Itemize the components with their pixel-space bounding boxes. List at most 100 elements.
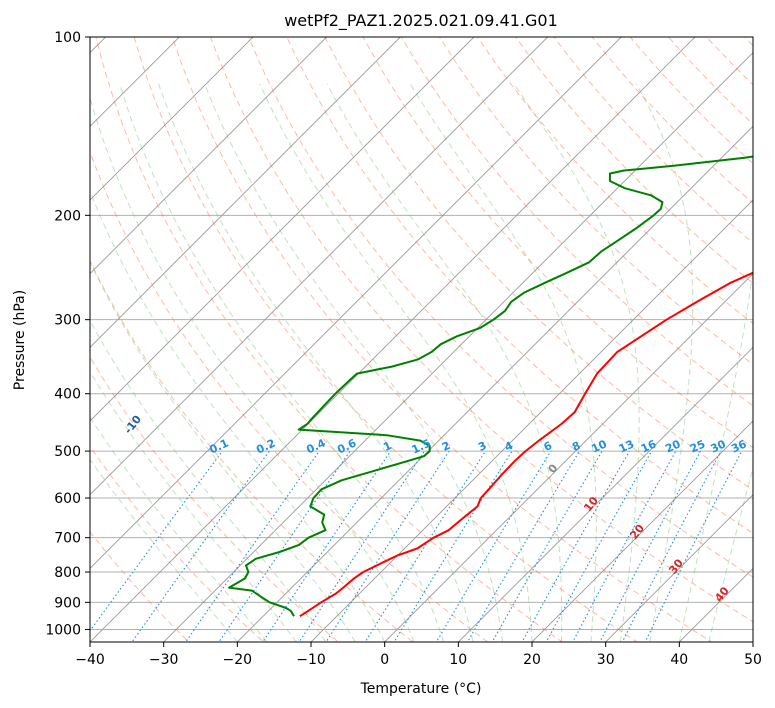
isotherm bbox=[310, 199, 753, 642]
x-tick-label: 30 bbox=[597, 652, 615, 668]
isotherm bbox=[236, 125, 753, 642]
mixing-ratio-label: 10 bbox=[589, 437, 609, 455]
mixing-ratio-line bbox=[131, 450, 270, 642]
isotherms bbox=[90, 37, 753, 642]
mixing-ratio-label: 20 bbox=[663, 437, 683, 455]
isotherm bbox=[90, 37, 401, 348]
isotherm bbox=[90, 37, 254, 201]
dry-adiabat bbox=[171, 37, 713, 642]
moist-adiabat bbox=[678, 83, 753, 642]
x-tick-label: 0 bbox=[380, 652, 389, 668]
y-tick-label: 600 bbox=[54, 491, 81, 507]
isotherm bbox=[90, 37, 180, 127]
dry-adiabat bbox=[133, 37, 638, 642]
isotherm bbox=[605, 494, 753, 642]
x-axis-title: Temperature (°C) bbox=[360, 681, 482, 697]
dewpoint-profile bbox=[228, 155, 753, 617]
isotherm bbox=[384, 273, 753, 642]
dry-adiabat bbox=[90, 150, 489, 642]
mixing-ratio-line bbox=[545, 450, 653, 642]
plot-frame bbox=[89, 36, 754, 643]
plot-area: 0.10.20.40.611.52346810131620253036-100-… bbox=[90, 37, 753, 642]
mixing-ratio-label: 16 bbox=[639, 437, 659, 455]
moist-adiabat bbox=[90, 260, 356, 642]
y-tick-label: 200 bbox=[54, 208, 81, 224]
mixing-ratio-line bbox=[262, 450, 392, 642]
x-tick-label: −40 bbox=[75, 652, 105, 668]
moist-adiabat bbox=[513, 83, 640, 642]
dry-adiabat bbox=[667, 37, 753, 125]
mixing-ratio-line bbox=[435, 450, 552, 642]
moist-adiabat bbox=[90, 189, 386, 642]
isotherm bbox=[531, 420, 753, 642]
moist-adiabat bbox=[635, 83, 694, 642]
mixing-ratio-label: 25 bbox=[688, 437, 707, 455]
moist-adiabat bbox=[409, 83, 597, 642]
mixing-ratio-line bbox=[218, 450, 351, 642]
temperature-profile bbox=[299, 271, 753, 618]
dry-adiabat bbox=[286, 37, 753, 534]
x-tick-label: −20 bbox=[223, 652, 253, 668]
pressure-gridlines bbox=[90, 37, 753, 630]
isotherm bbox=[90, 37, 475, 422]
dry-adiabat bbox=[90, 259, 414, 642]
mixing-ratio-line bbox=[466, 450, 580, 642]
mixing-ratio-line bbox=[298, 450, 425, 642]
y-axis-title: Pressure (hPa) bbox=[12, 290, 28, 390]
dry-adiabat bbox=[477, 37, 753, 325]
y-tick-label: 500 bbox=[54, 444, 81, 460]
moist-adiabat bbox=[90, 370, 297, 642]
moist-adiabat bbox=[90, 319, 327, 642]
dry-adiabat bbox=[248, 37, 753, 578]
x-tick-label: 10 bbox=[449, 652, 467, 668]
dry-adiabat bbox=[324, 37, 753, 491]
y-tick-label: 1000 bbox=[45, 622, 81, 638]
mixing-ratio-label: 36 bbox=[729, 437, 749, 455]
moist-adiabats bbox=[90, 83, 753, 642]
x-tick-label: 50 bbox=[744, 652, 762, 668]
isotherm bbox=[163, 52, 753, 642]
y-tick-label: 900 bbox=[54, 595, 81, 611]
isotherm bbox=[90, 37, 328, 275]
mixing-ratio-label: 13 bbox=[617, 437, 636, 455]
moist-adiabat bbox=[119, 83, 445, 642]
y-tick-label: 800 bbox=[54, 565, 81, 581]
chart-title: wetPf2_PAZ1.2025.021.09.41.G01 bbox=[284, 11, 558, 31]
moist-adiabat bbox=[90, 96, 415, 642]
moist-adiabat bbox=[90, 458, 238, 642]
moist-adiabat bbox=[326, 83, 563, 642]
moist-adiabat bbox=[90, 416, 268, 642]
x-tick-label: 40 bbox=[670, 652, 688, 668]
x-axis-ticks: −40 −30 −20 −10 0 10 20 30 40 50 bbox=[75, 642, 762, 668]
dry-adiabat bbox=[95, 37, 564, 642]
sounding-series bbox=[228, 155, 753, 618]
mixing-ratio-line bbox=[491, 450, 603, 642]
moist-adiabat bbox=[204, 83, 503, 642]
isotherm bbox=[90, 37, 696, 642]
y-tick-label: 400 bbox=[54, 387, 81, 403]
dry-adiabats bbox=[90, 37, 753, 642]
isotherm bbox=[90, 37, 622, 569]
dry-adiabat bbox=[629, 37, 753, 165]
isotherm bbox=[90, 37, 549, 496]
y-tick-label: 700 bbox=[54, 531, 81, 547]
y-axis-ticks: 100 200 300 400 500 600 700 800 900 1000 bbox=[45, 30, 90, 638]
dry-adiabat bbox=[438, 37, 753, 366]
dry-adiabat bbox=[90, 445, 265, 642]
moist-adiabat bbox=[259, 83, 533, 642]
x-tick-label: −30 bbox=[149, 652, 179, 668]
mixing-ratio-lines bbox=[90, 450, 743, 642]
x-tick-label: −10 bbox=[296, 652, 326, 668]
y-tick-label: 100 bbox=[54, 30, 81, 46]
mixing-ratio-line bbox=[325, 450, 450, 642]
moist-adiabat bbox=[708, 466, 753, 642]
mixing-ratio-label: 30 bbox=[709, 437, 729, 455]
x-tick-label: 20 bbox=[523, 652, 541, 668]
mixing-ratio-line bbox=[185, 450, 320, 642]
isotherm bbox=[457, 346, 753, 642]
y-tick-label: 300 bbox=[54, 313, 81, 329]
mixing-ratio-line bbox=[644, 450, 743, 642]
moist-adiabat bbox=[158, 83, 474, 642]
